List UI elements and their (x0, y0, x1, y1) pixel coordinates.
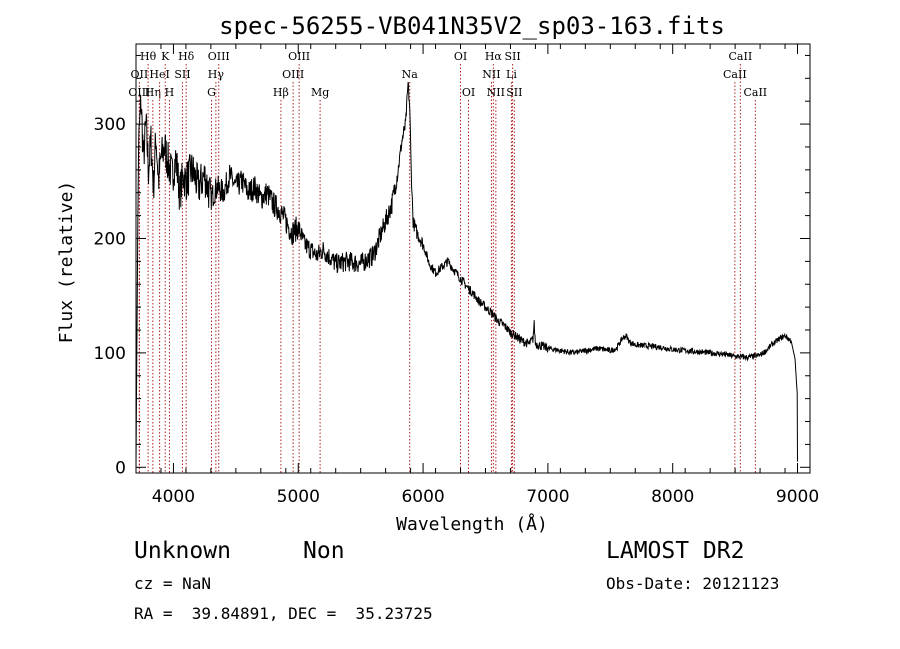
line-marker-label: OIII (128, 86, 150, 99)
line-marker-label: Hα (485, 50, 503, 63)
line-marker-label: HeI (149, 68, 169, 81)
line-marker-label: Hη (145, 86, 161, 99)
line-marker-label: Hβ (273, 86, 289, 99)
y-axis-label: Flux (relative) (56, 181, 77, 344)
line-marker-label: Hδ (178, 50, 195, 63)
line-marker-label: H (165, 86, 175, 99)
chart-title: spec-56255-VB041N35V2_sp03-163.fits (219, 12, 725, 40)
line-marker-label: SII (174, 68, 190, 81)
line-marker-label: OI (462, 86, 475, 99)
line-marker-label: NII (487, 86, 505, 99)
line-marker-label: CaII (743, 86, 767, 99)
x-tick-label: 9000 (776, 487, 819, 507)
y-tick-label: 300 (94, 115, 126, 135)
x-tick-label: 6000 (401, 487, 444, 507)
line-marker-label: SII (504, 50, 520, 63)
line-marker-label: OIII (282, 68, 304, 81)
line-marker-label: Hθ (140, 50, 157, 63)
x-tick-label: 4000 (152, 487, 195, 507)
x-tick-label: 5000 (277, 487, 320, 507)
line-marker-label: OII (131, 68, 149, 81)
y-tick-label: 200 (94, 229, 126, 249)
redshift-label: cz = NaN (134, 574, 212, 593)
line-marker-label: Li (506, 68, 517, 81)
axis-ticks: 4000 5000 6000 7000 8000 9000 0 100 200 300 (94, 44, 819, 507)
line-marker-label: NII (482, 68, 500, 81)
obs-date-label: Obs-Date: 20121123 (606, 574, 780, 593)
x-tick-label: 7000 (526, 487, 569, 507)
subclass-label: Non (303, 538, 345, 564)
classification-label: Unknown (134, 538, 231, 564)
line-marker-label: K (161, 50, 170, 63)
y-tick-label: 100 (94, 344, 126, 364)
line-marker-label: SII (506, 86, 522, 99)
survey-label: LAMOST DR2 (606, 538, 745, 564)
line-marker-label: OIII (208, 50, 230, 63)
spectrum-line (135, 81, 798, 468)
x-tick-label: 8000 (651, 487, 694, 507)
line-marker-label: OIII (288, 50, 310, 63)
coordinates-label: RA = 39.84891, DEC = 35.23725 (134, 604, 433, 623)
y-tick-label: 0 (115, 458, 126, 478)
line-marker-label: Na (402, 68, 419, 81)
line-marker-label: CaII (723, 68, 747, 81)
line-marker-label: Hγ (208, 68, 225, 81)
line-marker-label: CaII (729, 50, 753, 63)
x-axis-label: Wavelength (Å) (396, 513, 548, 535)
line-marker-label: OI (454, 50, 467, 63)
line-marker-label: Mg (311, 86, 329, 99)
plot-frame (135, 43, 811, 474)
line-marker-label: G (207, 86, 216, 99)
